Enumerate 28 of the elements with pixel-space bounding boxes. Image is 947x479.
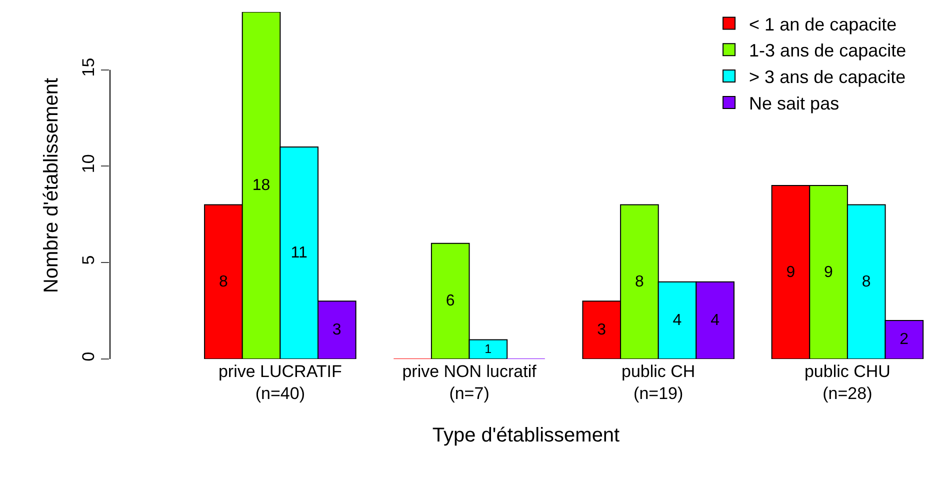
legend-label: < 1 an de capacite xyxy=(749,14,897,34)
data-label: 8 xyxy=(218,273,228,290)
data-label: 8 xyxy=(634,273,644,290)
x-tick-label: prive LUCRATIF (n=40) xyxy=(218,362,342,404)
data-label: 4 xyxy=(710,312,720,329)
data-label: 3 xyxy=(597,322,606,339)
y-tick-label: 5 xyxy=(79,255,98,265)
legend-label: > 3 ans de capacite xyxy=(749,67,906,88)
x-tick-label: public CH (n=19) xyxy=(622,362,696,404)
legend-label: 1-3 ans de capacite xyxy=(749,40,906,61)
y-tick-label: 0 xyxy=(79,352,98,362)
y-tick-label: 15 xyxy=(79,58,98,77)
data-label: 2 xyxy=(900,331,909,348)
x-tick-label: public CHU (n=28) xyxy=(804,362,890,404)
data-label: 4 xyxy=(672,312,682,329)
data-label: 1 xyxy=(484,342,492,356)
data-label: 8 xyxy=(862,273,871,290)
x-tick-label: prive NON lucratif (n=7) xyxy=(402,362,537,404)
data-label: 11 xyxy=(290,244,308,262)
y-axis-title: Nombre d'établissement xyxy=(40,78,63,294)
y-tick-label: 10 xyxy=(79,154,98,174)
data-label: 9 xyxy=(824,264,834,281)
data-label: 3 xyxy=(332,322,342,339)
x-axis-title: Type d'établissement xyxy=(432,424,620,447)
data-label: 9 xyxy=(786,264,796,281)
data-label: 18 xyxy=(252,177,270,194)
legend-label: Ne sait pas xyxy=(749,93,840,114)
data-label: 6 xyxy=(446,292,455,310)
